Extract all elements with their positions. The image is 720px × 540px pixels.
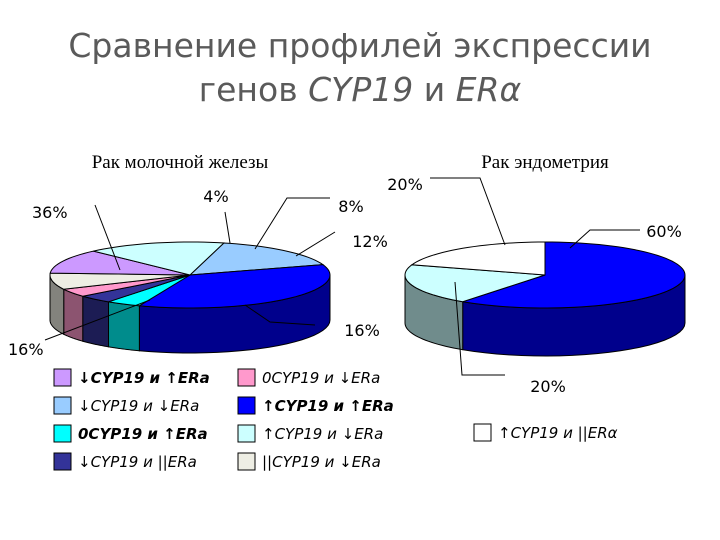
pie1-slice-7 [93, 241, 226, 276]
legend-a-3-swatch [53, 452, 72, 471]
pie1-side-2 [108, 301, 140, 352]
title-prefix: генов [198, 70, 309, 109]
pie1-slice-1 [137, 264, 331, 309]
pie2-leader-2 [454, 281, 505, 376]
pie2-slice-1 [404, 264, 546, 303]
pie1-side-4 [63, 288, 84, 342]
pie1-leader-5 [244, 304, 316, 326]
legend-a-1-swatch [53, 396, 72, 415]
legend-b-0-label: 0CYP19 и ↓ERa [262, 369, 380, 387]
pie1-leader-2 [224, 211, 231, 244]
pie1-label-6: 12% [352, 232, 388, 251]
legend-a-2-swatch [53, 424, 72, 443]
pie2-label-2: 20% [387, 175, 423, 194]
page-title-line-2: генов CYP19 и ERα [0, 68, 720, 112]
pie1-leader-3 [254, 197, 330, 250]
pie1-slice-3 [82, 274, 191, 303]
pie1-label-3: 4% [203, 187, 228, 206]
legend-a-3-label: ↓CYP19 и ||ERa [78, 453, 197, 471]
legend-b-2-swatch [237, 424, 256, 443]
pie2-label-0: 60% [646, 222, 682, 241]
title-and: и [413, 70, 456, 109]
pie2-leader-1 [430, 177, 506, 246]
chart-title-breast: Рак молочной железы [92, 152, 269, 173]
legend-a-1-label: ↓CYP19 и ↓ERa [78, 397, 199, 415]
title-gene: CYP19 [308, 70, 414, 109]
legend-a-0-label: ↓CYP19 и ↑ERa [78, 369, 210, 387]
legend-a-0-swatch [53, 368, 72, 387]
legend-b-0-swatch [237, 368, 256, 387]
pie2-slice-0 [462, 241, 686, 309]
legend-b-1-label: ↑CYP19 и ↑ERa [262, 397, 394, 415]
title-er: ERα [455, 70, 522, 109]
pie1-slice-5 [49, 272, 191, 290]
chart-title-endometrium: Рак эндометрия [481, 152, 609, 173]
legend: ↓CYP19 и ↑ERa ↓CYP19 и ↓ERa 0CYP19 и ↑ERa ↓… [53, 368, 618, 471]
pie1-label-7: 16% [344, 321, 380, 340]
legend-b-3-swatch [237, 452, 256, 471]
pie1-slice-4 [61, 274, 191, 297]
pie1-label-1: 36% [32, 203, 68, 222]
pie-chart-breast [49, 241, 331, 354]
pie1-label-0: 16% [8, 340, 44, 359]
pie2-leader-0 [569, 229, 640, 249]
page-title-line-1: Сравнение профилей экспрессии [68, 26, 652, 65]
legend-c-0-label: ↑CYP19 и ||ERα [498, 424, 618, 442]
pie1-slice-6 [49, 250, 191, 276]
pie1-leader-4 [295, 231, 336, 257]
pie1-label-5: 8% [338, 197, 363, 216]
legend-b-2-label: ↑CYP19 и ↓ERa [262, 425, 383, 443]
pie-chart-endometrium [404, 241, 686, 357]
legend-b-1-swatch [237, 396, 256, 415]
legend-c-0-swatch [473, 423, 492, 442]
legend-b-3-label: ||CYP19 и ↓ERa [262, 453, 381, 471]
pie1-leader-1 [94, 204, 121, 271]
pie2-label-1: 20% [530, 377, 566, 396]
pie2-slice-2 [410, 241, 546, 276]
legend-a-2-label: 0CYP19 и ↑ERa [78, 425, 208, 443]
pie1-leader-0 [44, 299, 151, 341]
pie1-side-3 [82, 295, 109, 348]
pie-labels: 16% 36% 4% 8% 12% 16% 60% 20% 20% [8, 175, 682, 396]
